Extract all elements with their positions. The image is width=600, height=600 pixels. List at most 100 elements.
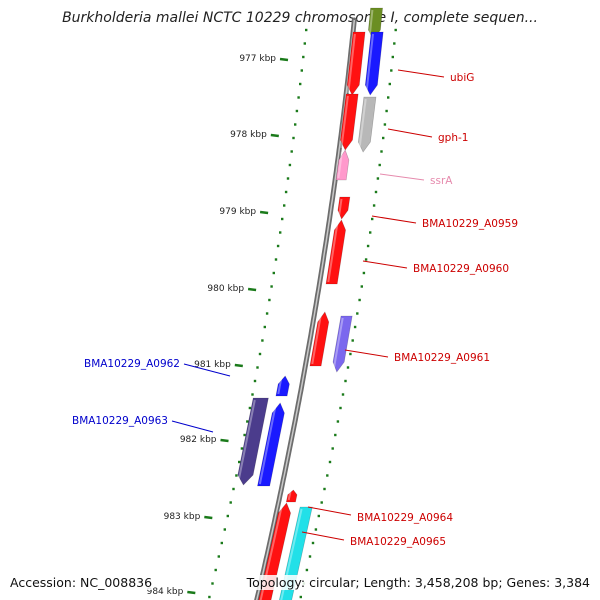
- ruler-dot: [344, 379, 347, 383]
- ruler-dot: [217, 555, 220, 558]
- gene-BMA10229_A0963[interactable]: [237, 397, 269, 486]
- gene-label-BMA10229_A0963[interactable]: BMA10229_A0963: [72, 415, 168, 427]
- gene-label-BMA10229_A0965[interactable]: BMA10229_A0965: [350, 536, 446, 548]
- gene-ubiG[interactable]: [364, 31, 384, 96]
- ruler-dot: [270, 285, 273, 288]
- ruler-dot: [378, 163, 381, 167]
- gene-feature[interactable]: [340, 93, 359, 151]
- ruler-dot: [305, 28, 308, 32]
- ruler-dot: [208, 595, 211, 599]
- label-leader-line: [362, 260, 408, 269]
- ruler-dot: [393, 42, 396, 45]
- ruler-dot: [360, 285, 363, 288]
- ruler-tick: [234, 363, 243, 368]
- gene-gph-1[interactable]: [357, 96, 377, 153]
- ruler-dot: [339, 406, 342, 410]
- ruler-tick-label: 980 kbp: [207, 284, 244, 294]
- ruler-dot: [311, 541, 315, 545]
- ruler-dot: [303, 42, 306, 45]
- gene-label-ubiG[interactable]: ubiG: [450, 72, 474, 84]
- ruler-dot: [349, 352, 352, 356]
- ruler-dot: [235, 474, 238, 477]
- ruler-dot: [372, 204, 376, 207]
- ruler-tick: [247, 287, 257, 292]
- accession-text: Accession: NC_008836: [10, 575, 153, 590]
- label-leader-line: [387, 128, 433, 138]
- ruler-dot: [263, 325, 266, 329]
- ruler-tick: [204, 515, 213, 520]
- gene-BMA10229_A0961[interactable]: [309, 311, 330, 367]
- ruler-dot: [374, 190, 378, 194]
- ruler-tick-label: 984 kbp: [147, 587, 184, 597]
- ruler-tick: [220, 438, 229, 443]
- ruler-dot: [317, 514, 320, 518]
- gene-label-BMA10229_A0961[interactable]: BMA10229_A0961: [394, 352, 490, 364]
- gene-BMA10229_A0959[interactable]: [337, 196, 351, 220]
- ruler-dot: [314, 528, 318, 531]
- ruler-dot: [328, 460, 332, 464]
- ruler-dot: [371, 217, 374, 221]
- map-title: Burkholderia mallei NCTC 10229 chromosom…: [62, 10, 538, 26]
- ruler-dot: [331, 447, 334, 450]
- ruler-dot: [243, 433, 246, 437]
- gene-label-BMA10229_A0959[interactable]: BMA10229_A0959: [422, 218, 518, 230]
- gene-highlight: [327, 221, 339, 283]
- gene-highlight: [337, 198, 343, 218]
- label-leader-line: [379, 173, 425, 181]
- ruler-dot: [232, 487, 235, 491]
- ruler-dot: [362, 271, 366, 275]
- gene-feature[interactable]: [332, 315, 353, 373]
- ruler-dot: [265, 312, 269, 315]
- gene-label-ssrA[interactable]: ssrA: [430, 175, 453, 187]
- ruler-dot: [214, 568, 217, 572]
- ruler-dot: [286, 177, 290, 180]
- ruler-dot: [292, 136, 295, 140]
- gene-highlight: [332, 317, 344, 371]
- ruler-dot: [238, 460, 241, 464]
- ruler-tick-label: 979 kbp: [219, 207, 256, 217]
- gene-BMA10229_A0964[interactable]: [285, 489, 298, 503]
- gene-highlight: [277, 377, 283, 395]
- gene-label-gph-1[interactable]: gph-1: [438, 132, 468, 144]
- gene-highlight: [311, 313, 322, 365]
- label-leader-line: [183, 363, 231, 377]
- gene-label-BMA10229_A0964[interactable]: BMA10229_A0964: [357, 512, 453, 524]
- ruler-dot: [351, 339, 354, 342]
- topology-text: Topology: circular; Length: 3,458,208 bp…: [246, 575, 590, 590]
- ruler-dot: [284, 190, 288, 194]
- ruler-ticks: 977 kbp 978 kbp 979 kbp 980 kbp 981 kbp 982 k…: [147, 54, 289, 597]
- gene-highlight: [358, 98, 367, 151]
- ruler-dot: [323, 487, 326, 491]
- ruler-dot: [299, 82, 302, 86]
- ruler-dot: [299, 595, 302, 599]
- ruler-dots: [208, 28, 397, 599]
- ruler-dot: [380, 150, 383, 153]
- ruler-dot: [341, 393, 345, 396]
- gene-BMA10229_A0960[interactable]: [325, 219, 346, 285]
- gene-feature[interactable]: [257, 402, 285, 487]
- gene-label-BMA10229_A0962[interactable]: BMA10229_A0962: [84, 358, 180, 370]
- ruler-tick-label: 982 kbp: [180, 435, 217, 445]
- ruler-dot: [346, 366, 350, 369]
- gene-highlight: [287, 491, 292, 501]
- ruler-dot: [353, 325, 357, 329]
- gene-ssrA[interactable]: [335, 149, 350, 181]
- gene-highlight: [280, 508, 303, 600]
- ruler-dot: [387, 96, 390, 99]
- ruler-dot: [383, 123, 387, 126]
- ruler-dot: [283, 204, 286, 207]
- ruler-tick-label: 983 kbp: [164, 512, 201, 522]
- gene-feature[interactable]: [346, 31, 366, 96]
- gene-highlight: [340, 95, 349, 149]
- ruler-dot: [240, 447, 244, 450]
- ruler-tick: [259, 210, 269, 215]
- ruler-dot: [394, 28, 397, 32]
- gene-BMA10229_A0962[interactable]: [275, 375, 290, 397]
- gene-label-BMA10229_A0960[interactable]: BMA10229_A0960: [413, 263, 509, 275]
- ruler-dot: [320, 501, 323, 504]
- ruler-dot: [223, 528, 226, 531]
- gene-highlight: [365, 33, 374, 94]
- ruler-tick: [187, 590, 196, 595]
- ruler-dot: [297, 96, 300, 99]
